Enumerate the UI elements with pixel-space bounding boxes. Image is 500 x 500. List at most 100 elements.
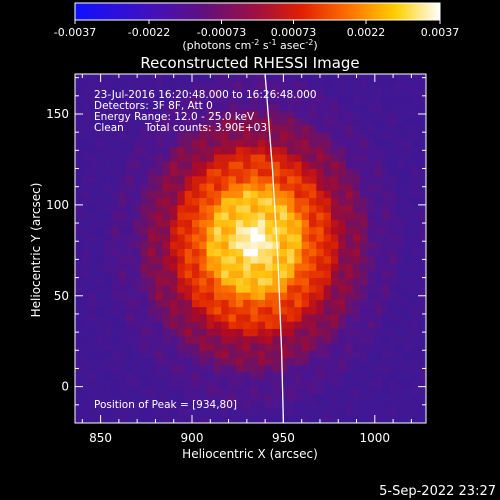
heatmap-cell bbox=[140, 321, 149, 329]
heatmap-cell bbox=[250, 81, 259, 90]
heatmap-cell bbox=[338, 88, 347, 97]
heatmap-cell bbox=[404, 299, 412, 308]
heatmap-cell bbox=[294, 277, 303, 286]
heatmap-cell bbox=[89, 284, 98, 293]
heatmap-cell bbox=[352, 335, 361, 344]
heatmap-cell bbox=[250, 415, 259, 423]
heatmap-cell bbox=[338, 204, 347, 213]
heatmap-cell bbox=[192, 146, 200, 155]
heatmap-cell bbox=[140, 212, 149, 220]
heatmap-cell bbox=[170, 233, 178, 242]
heatmap-cell bbox=[418, 393, 426, 402]
heatmap-cell bbox=[126, 197, 134, 206]
heatmap-cell bbox=[111, 379, 120, 388]
heatmap-cell bbox=[140, 161, 149, 170]
heatmap-cell bbox=[345, 401, 354, 409]
heatmap-cell bbox=[140, 175, 149, 184]
heatmap-cell bbox=[148, 321, 156, 329]
heatmap-cell bbox=[111, 88, 120, 97]
heatmap-cell bbox=[330, 328, 339, 337]
heatmap-cell bbox=[301, 408, 310, 417]
heatmap-cell bbox=[162, 299, 171, 308]
heatmap-cell bbox=[89, 95, 98, 104]
heatmap-cell bbox=[418, 306, 426, 315]
heatmap-cell bbox=[287, 153, 295, 162]
heatmap-cell bbox=[184, 321, 193, 329]
heatmap-cell bbox=[148, 197, 156, 206]
heatmap-cell bbox=[352, 175, 361, 184]
heatmap-cell bbox=[118, 124, 127, 133]
x-tick-label: 850 bbox=[89, 431, 112, 445]
heatmap-cell bbox=[148, 415, 156, 423]
heatmap-cell bbox=[323, 263, 332, 271]
heatmap-cell bbox=[133, 241, 142, 249]
heatmap-cell bbox=[140, 313, 149, 322]
heatmap-cell bbox=[162, 219, 171, 228]
heatmap-cell bbox=[272, 132, 281, 140]
heatmap-cell bbox=[184, 343, 193, 351]
heatmap-cell bbox=[133, 190, 142, 199]
heatmap-cell bbox=[389, 183, 398, 191]
heatmap-cell bbox=[82, 270, 91, 279]
heatmap-cell bbox=[250, 132, 259, 140]
heatmap-cell bbox=[250, 386, 259, 395]
heatmap-cell bbox=[367, 74, 376, 82]
heatmap-cell bbox=[272, 350, 281, 359]
heatmap-cell bbox=[133, 88, 142, 97]
heatmap-cell bbox=[206, 321, 215, 329]
heatmap-cell bbox=[272, 401, 281, 409]
heatmap-cell bbox=[382, 343, 390, 351]
heatmap-cell bbox=[360, 226, 368, 235]
heatmap-cell bbox=[82, 233, 91, 242]
heatmap-cell bbox=[177, 263, 186, 271]
heatmap-cell bbox=[316, 124, 325, 133]
heatmap-cell bbox=[301, 132, 310, 140]
heatmap-cell bbox=[104, 284, 113, 293]
heatmap-cell bbox=[75, 95, 83, 104]
heatmap-cell bbox=[206, 117, 215, 126]
heatmap-cell bbox=[155, 110, 164, 119]
heatmap-cell bbox=[294, 292, 303, 300]
heatmap-cell bbox=[374, 103, 383, 111]
heatmap-cell bbox=[374, 197, 383, 206]
heatmap-cell bbox=[104, 335, 113, 344]
heatmap-cell bbox=[228, 74, 237, 82]
heatmap-cell bbox=[316, 277, 325, 286]
heatmap-cell bbox=[250, 321, 259, 329]
heatmap-cell bbox=[235, 270, 244, 279]
heatmap-cell bbox=[323, 124, 332, 133]
heatmap-cell bbox=[184, 313, 193, 322]
heatmap-cell bbox=[396, 415, 405, 423]
heatmap-cell bbox=[89, 270, 98, 279]
heatmap-cell bbox=[162, 103, 171, 111]
heatmap-cell bbox=[170, 379, 178, 388]
heatmap-cell bbox=[75, 408, 83, 417]
heatmap-cell bbox=[235, 328, 244, 337]
heatmap-cell bbox=[287, 132, 295, 140]
heatmap-cell bbox=[155, 401, 164, 409]
heatmap-cell bbox=[301, 95, 310, 104]
heatmap-cell bbox=[272, 212, 281, 220]
annotation-time: 23-Jul-2016 16:20:48.000 to 16:26:48.000 bbox=[94, 89, 317, 101]
heatmap-cell bbox=[396, 313, 405, 322]
x-axis-label: Heliocentric X (arcsec) bbox=[182, 447, 318, 461]
heatmap-cell bbox=[345, 328, 354, 337]
heatmap-cell bbox=[228, 379, 237, 388]
heatmap-cell bbox=[162, 255, 171, 264]
heatmap-cell bbox=[272, 95, 281, 104]
heatmap-cell bbox=[228, 255, 237, 264]
heatmap-cell bbox=[396, 343, 405, 351]
heatmap-cell bbox=[411, 132, 420, 140]
heatmap-cell bbox=[148, 248, 156, 257]
heatmap-cell bbox=[118, 270, 127, 279]
heatmap-cell bbox=[126, 161, 134, 170]
heatmap-cell bbox=[243, 197, 251, 206]
heatmap-cell bbox=[177, 335, 186, 344]
heatmap-cell bbox=[133, 212, 142, 220]
heatmap-cell bbox=[155, 212, 164, 220]
heatmap-cell bbox=[374, 233, 383, 242]
heatmap-cell bbox=[404, 277, 412, 286]
heatmap-cell bbox=[75, 241, 83, 249]
heatmap-cell bbox=[118, 255, 127, 264]
heatmap-cell bbox=[228, 132, 237, 140]
